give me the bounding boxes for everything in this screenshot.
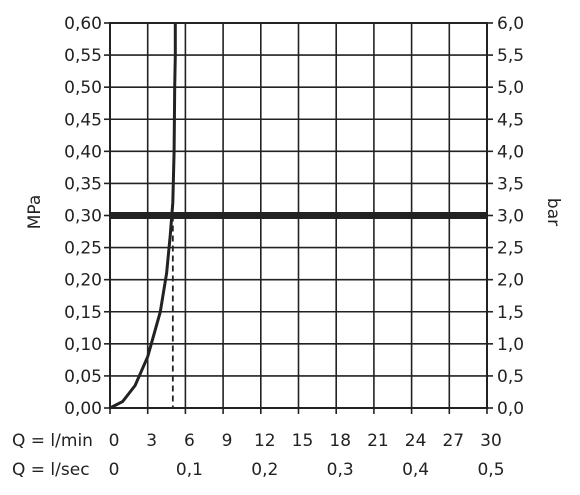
left-tick-label: 0,55 bbox=[64, 46, 102, 66]
x-axis-lmin-title: Q = l/min bbox=[12, 431, 93, 451]
x-lmin-tick-label: 18 bbox=[329, 431, 351, 451]
right-tick-label: 3,5 bbox=[497, 174, 524, 194]
right-tick-label: 0,0 bbox=[497, 399, 524, 419]
x-lmin-tick-label: 3 bbox=[146, 431, 157, 451]
left-tick-label: 0,15 bbox=[64, 303, 102, 323]
left-axis-title: MPa bbox=[25, 195, 45, 230]
x-lmin-tick-label: 15 bbox=[292, 431, 314, 451]
right-tick-label: 4,0 bbox=[497, 142, 524, 162]
right-tick-label: 5,5 bbox=[497, 46, 524, 66]
right-tick-label: 1,5 bbox=[497, 303, 524, 323]
right-tick-label: 5,0 bbox=[497, 78, 524, 98]
x-lsec-tick-label: 0 bbox=[109, 460, 120, 480]
x-lsec-tick-label: 0,3 bbox=[327, 460, 354, 480]
x-lsec-tick-label: 0,4 bbox=[402, 460, 429, 480]
x-lmin-tick-label: 6 bbox=[184, 431, 195, 451]
right-tick-label: 1,0 bbox=[497, 335, 524, 355]
x-axis-lsec-title: Q = l/sec bbox=[12, 460, 90, 480]
x-lmin-tick-label: 21 bbox=[367, 431, 389, 451]
right-tick-label: 3,0 bbox=[497, 207, 524, 227]
x-lsec-tick-label: 0,1 bbox=[176, 460, 203, 480]
x-lmin-tick-label: 30 bbox=[480, 431, 502, 451]
series-layer bbox=[109, 23, 487, 410]
left-tick-label: 0,35 bbox=[64, 174, 102, 194]
right-tick-label: 4,5 bbox=[497, 110, 524, 130]
x-lmin-tick-label: 0 bbox=[109, 431, 120, 451]
x-lmin-tick-label: 9 bbox=[222, 431, 233, 451]
left-tick-label: 0,00 bbox=[64, 399, 102, 419]
left-tick-label: 0,40 bbox=[64, 142, 102, 162]
right-tick-label: 0,5 bbox=[497, 367, 524, 387]
bottom-axis-ticks: 0 3 6 9 12 15 18 21 24 27 30 0 0,1 0,2 0,3 0,4 0,5 bbox=[109, 408, 505, 480]
right-tick-label: 2,5 bbox=[497, 239, 524, 259]
flow-curve bbox=[109, 23, 177, 410]
right-axis-title: bar bbox=[543, 198, 563, 226]
x-lsec-tick-label: 0,2 bbox=[251, 460, 278, 480]
left-tick-label: 0,20 bbox=[64, 271, 102, 291]
left-tick-label: 0,60 bbox=[64, 14, 102, 34]
right-tick-label: 2,0 bbox=[497, 271, 524, 291]
left-tick-label: 0,05 bbox=[64, 367, 102, 387]
left-tick-label: 0,50 bbox=[64, 78, 102, 98]
right-axis-ticks: 0,0 0,5 1,0 1,5 2,0 2,5 3,0 3,5 4,0 4,5 5,0 5,5 6,0 bbox=[487, 14, 524, 419]
right-tick-label: 6,0 bbox=[497, 14, 524, 34]
x-lmin-tick-label: 12 bbox=[254, 431, 276, 451]
x-lmin-tick-label: 27 bbox=[442, 431, 464, 451]
left-tick-label: 0,25 bbox=[64, 239, 102, 259]
left-tick-label: 0,10 bbox=[64, 335, 102, 355]
left-tick-label: 0,45 bbox=[64, 110, 102, 130]
left-tick-label: 0,30 bbox=[64, 207, 102, 227]
left-axis-ticks: 0,00 0,05 0,10 0,15 0,20 0,25 0,30 0,35 0,40 0,45… bbox=[64, 14, 110, 419]
x-lsec-tick-label: 0,5 bbox=[477, 460, 504, 480]
x-lmin-tick-label: 24 bbox=[405, 431, 427, 451]
